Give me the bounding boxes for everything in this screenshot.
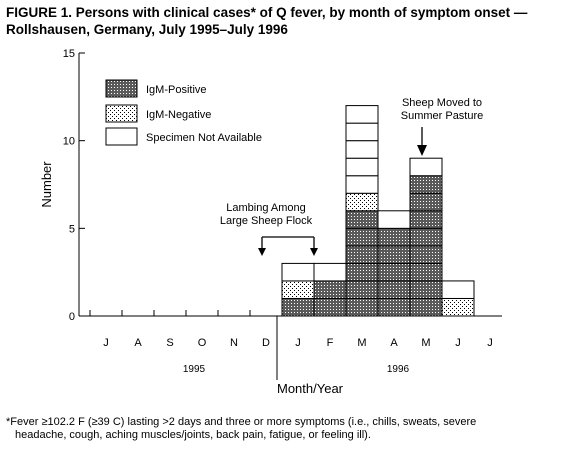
bar-segment: [409, 245, 443, 264]
bar-segment: [409, 157, 443, 177]
annotation-arrow: [261, 236, 315, 250]
bar-segment: [377, 280, 411, 299]
bar-segment: [377, 227, 411, 247]
x-tick-label: J: [487, 337, 493, 349]
bar-segment: [409, 297, 443, 317]
bar-segment: [409, 280, 443, 299]
y-tick-label: 5: [69, 223, 75, 235]
bar-segment: [345, 210, 379, 229]
bar-segment: [313, 280, 347, 299]
x-tick-label: M: [421, 337, 430, 349]
bar-segment: [345, 105, 379, 124]
legend-swatch: [105, 79, 138, 98]
x-tick-label: A: [134, 337, 142, 349]
x-tick-label: D: [262, 337, 270, 349]
bar-segment: [409, 192, 443, 212]
x-tick-label: M: [357, 337, 366, 349]
legend-label: IgM-Positive: [146, 84, 207, 96]
bar-segment: [409, 175, 443, 194]
bar-segment: [281, 280, 315, 299]
legend-label: Specimen Not Available: [146, 132, 262, 144]
x-tick-label: N: [230, 337, 238, 349]
title-line-1: FIGURE 1. Persons with clinical cases* o…: [6, 5, 528, 20]
bar-segment: [313, 262, 347, 282]
bar-segment: [441, 297, 475, 317]
annotation-arrowhead: [310, 248, 318, 256]
bar-segment: [345, 140, 379, 159]
bar-segment: [377, 297, 411, 317]
annotation-arrowhead: [417, 145, 427, 156]
y-tick-label: 15: [63, 48, 75, 60]
bar-segment: [345, 122, 379, 142]
legend-swatch: [105, 104, 138, 123]
x-tick-label: J: [103, 337, 109, 349]
x-tick-label: J: [455, 337, 461, 349]
bar-segment: [377, 210, 411, 229]
bar-segment: [409, 262, 443, 282]
legend-swatch: [105, 127, 138, 146]
legend-label: IgM-Negative: [146, 109, 211, 121]
bar-segment: [345, 245, 379, 264]
bar-segment: [441, 280, 475, 299]
annotation-text: Summer Pasture: [401, 110, 484, 122]
bar-segment: [281, 297, 315, 317]
title-line-2: Rollshausen, Germany, July 1995–July 199…: [6, 22, 288, 37]
bar-segment: [345, 157, 379, 177]
bar-segment: [377, 262, 411, 282]
x-tick-label: O: [198, 337, 207, 349]
y-axis-label: Number: [39, 161, 54, 208]
annotation-text: Lambing Among: [226, 202, 306, 214]
x-tick-label: F: [327, 337, 334, 349]
y-tick-label: 0: [69, 311, 75, 323]
footnote: *Fever ≥102.2 F (≥39 C) lasting >2 days …: [6, 416, 556, 442]
bar-segment: [345, 175, 379, 194]
annotation-text: Large Sheep Flock: [220, 215, 313, 227]
year-label: 1995: [183, 364, 206, 375]
annotation-text: Sheep Moved to: [402, 97, 482, 109]
bar-segment: [281, 262, 315, 282]
annotation-arrowhead: [258, 248, 266, 256]
year-label: 1996: [387, 364, 410, 375]
bar-segment: [345, 297, 379, 317]
bar-segment: [345, 280, 379, 299]
bar-segment: [409, 227, 443, 247]
bar-segment: [313, 297, 347, 317]
bar-segment: [345, 227, 379, 247]
y-tick-label: 10: [63, 136, 75, 148]
bar-segment: [409, 210, 443, 229]
x-tick-label: A: [390, 337, 398, 349]
x-tick-label: S: [166, 337, 173, 349]
footnote-line-1: *Fever ≥102.2 F (≥39 C) lasting >2 days …: [6, 416, 477, 428]
x-tick-label: J: [295, 337, 301, 349]
footnote-line-2: headache, cough, aching muscles/joints, …: [15, 429, 371, 441]
bar-segment: [345, 192, 379, 212]
figure-title: FIGURE 1. Persons with clinical cases* o…: [6, 4, 556, 38]
bar-segment: [345, 262, 379, 282]
x-axis-label: Month/Year: [277, 381, 344, 396]
bar-segment: [377, 245, 411, 264]
